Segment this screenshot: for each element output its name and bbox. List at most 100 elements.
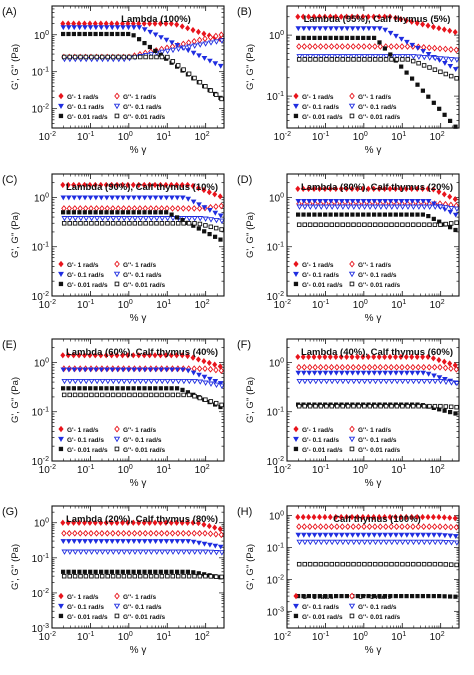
data-point (207, 365, 214, 373)
data-point (421, 539, 428, 546)
x-tick-label: 101 (391, 464, 406, 476)
data-point (334, 363, 340, 371)
data-point (436, 513, 442, 521)
data-point (126, 216, 133, 222)
data-point (137, 549, 144, 555)
data-point (190, 182, 196, 190)
data-point (398, 16, 404, 23)
data-point (425, 51, 432, 57)
data-point (158, 367, 164, 373)
data-point (65, 181, 71, 189)
data-point (421, 378, 428, 385)
data-point (345, 54, 352, 60)
data-point (436, 375, 443, 381)
data-point (131, 529, 138, 537)
data-point (329, 403, 335, 409)
data-point (378, 561, 383, 567)
data-point (197, 79, 203, 85)
data-point (93, 367, 99, 373)
legend-marker (58, 103, 64, 110)
panel-letter: (H) (237, 506, 252, 518)
data-point (93, 529, 100, 537)
data-point (301, 378, 308, 385)
legend-label: G'- 1 rad/s (302, 594, 334, 601)
data-point (345, 523, 351, 531)
data-point (333, 35, 339, 40)
data-point (421, 222, 427, 227)
data-point (421, 204, 428, 210)
data-point (99, 378, 106, 385)
data-point (426, 539, 433, 546)
data-point (328, 363, 335, 371)
data-point (426, 523, 432, 531)
data-point (317, 513, 322, 521)
data-point (431, 593, 436, 599)
data-point (387, 13, 393, 20)
data-point (125, 352, 131, 359)
data-point (324, 561, 329, 567)
legend-label: G''- 0.01 rad/s (123, 614, 165, 621)
legend-marker (349, 281, 355, 287)
x-tick-label: 102 (195, 131, 210, 143)
data-point (127, 392, 132, 398)
data-point (72, 54, 78, 60)
data-point (376, 532, 383, 538)
data-point (448, 404, 454, 410)
data-point (334, 378, 341, 385)
data-point (420, 212, 426, 217)
data-point (197, 573, 203, 579)
data-point (317, 185, 322, 192)
data-point (179, 181, 185, 189)
data-point (181, 67, 186, 72)
data-point (421, 363, 427, 371)
data-point (333, 26, 340, 32)
data-point (322, 13, 328, 20)
data-point (442, 533, 448, 539)
legend-label: G''- 1 rad/s (123, 94, 156, 101)
data-point (87, 181, 93, 189)
data-point (137, 569, 142, 574)
legend-label: G'- 1 rad/s (302, 262, 334, 269)
data-point (442, 376, 448, 382)
data-point (164, 569, 169, 574)
data-point (296, 54, 303, 60)
data-point (345, 378, 352, 385)
data-point (213, 225, 219, 231)
data-point (317, 353, 322, 360)
data-point (152, 539, 159, 545)
data-point (421, 63, 427, 68)
data-point (219, 574, 224, 580)
data-point (356, 57, 362, 62)
data-point (338, 513, 344, 521)
data-point (323, 204, 330, 210)
data-point (322, 353, 328, 360)
data-point (190, 370, 197, 376)
data-point (452, 212, 459, 218)
data-point (410, 363, 416, 371)
data-point (99, 386, 104, 391)
data-point (394, 54, 401, 60)
data-point (185, 181, 191, 189)
y-tick-label: 10-1 (32, 407, 49, 419)
data-point (87, 367, 94, 373)
data-point (66, 210, 71, 215)
data-point (148, 392, 154, 398)
data-point (306, 185, 312, 192)
data-point (404, 539, 412, 546)
x-tick-label: 10-1 (312, 631, 329, 643)
data-point (207, 542, 213, 548)
data-point (420, 370, 427, 376)
data-point (152, 195, 159, 201)
data-point (191, 216, 198, 222)
data-point (164, 549, 171, 555)
data-point (366, 43, 373, 50)
data-point (318, 378, 325, 385)
data-point (175, 549, 182, 555)
data-point (120, 539, 126, 545)
data-point (190, 50, 197, 56)
data-point (324, 57, 329, 62)
data-point (120, 181, 125, 189)
data-point (295, 513, 301, 521)
data-point (317, 532, 323, 538)
data-point (372, 54, 379, 60)
